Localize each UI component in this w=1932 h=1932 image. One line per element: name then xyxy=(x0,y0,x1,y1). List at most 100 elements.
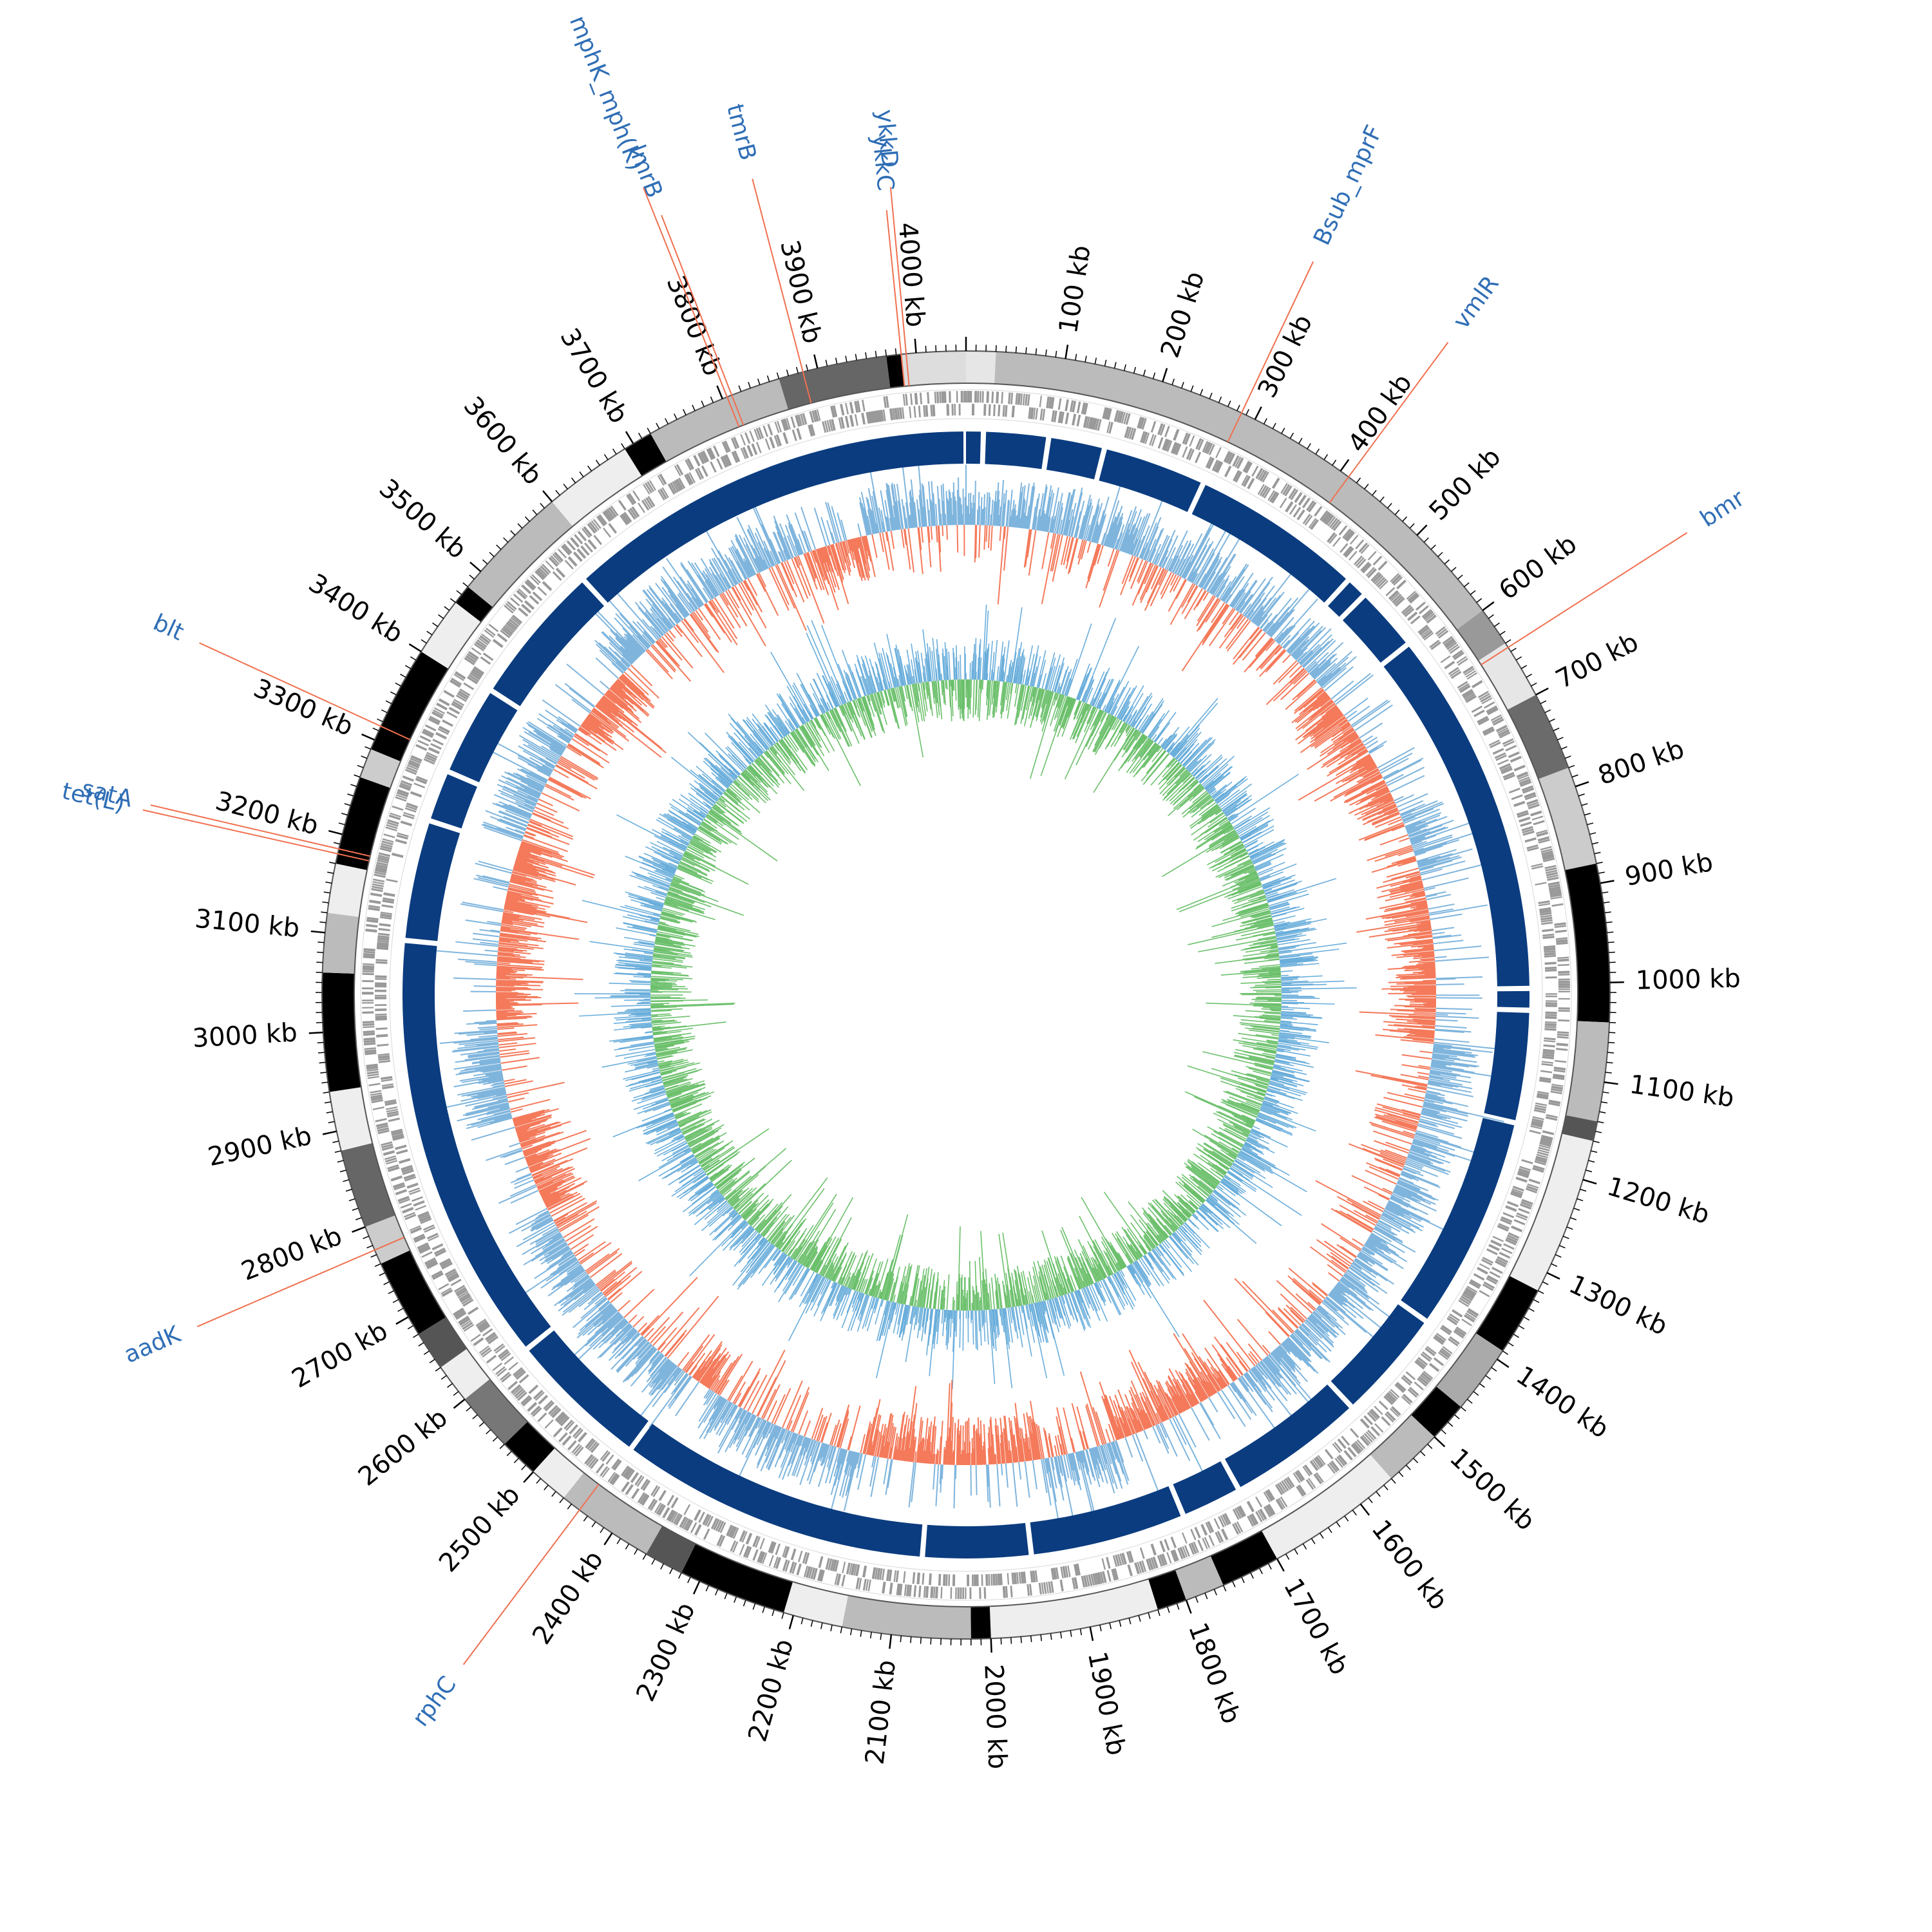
gc-skew-bar xyxy=(1206,775,1223,791)
gc-skew-bar xyxy=(1280,957,1318,963)
gc-skew-bar xyxy=(1074,701,1082,720)
gc-skew-bar xyxy=(1130,1222,1151,1251)
gc-content-bar xyxy=(1380,757,1409,774)
gc-skew-bar xyxy=(629,875,669,890)
gc-skew-bar xyxy=(1147,713,1166,738)
gc-skew-bar xyxy=(1197,1186,1210,1197)
gc-skew-bar xyxy=(1127,1265,1145,1295)
gc-skew-bar xyxy=(1093,727,1135,793)
gc-skew-bar xyxy=(1234,892,1265,904)
gc-content-bar xyxy=(1350,699,1388,726)
gc-skew-bar xyxy=(1217,1145,1237,1158)
gc-skew-bar xyxy=(1269,904,1290,911)
gc-skew-bar xyxy=(1245,1073,1270,1081)
gc-skew-bar xyxy=(1238,876,1260,887)
gc-skew-bar xyxy=(1097,1281,1102,1289)
gc-content-bar xyxy=(1368,740,1387,753)
gc-skew-bar xyxy=(1070,1274,1077,1291)
gc-skew-bar xyxy=(650,1013,671,1016)
gc-skew-bar xyxy=(1052,665,1061,692)
gc-skew-bar xyxy=(1173,1194,1195,1214)
gc-skew-bar xyxy=(976,1310,978,1350)
gc-skew-bar xyxy=(1011,1307,1016,1332)
gc-skew-bar xyxy=(1198,1207,1218,1226)
gc-skew-bar xyxy=(1124,730,1139,752)
gc-skew-bar xyxy=(1099,679,1115,710)
gc-skew-bar xyxy=(1279,953,1313,958)
gc-skew-bar xyxy=(1197,756,1223,781)
gc-skew-bar xyxy=(1148,743,1158,755)
gc-skew-bar xyxy=(1189,1201,1198,1210)
gc-skew-bar xyxy=(1278,1039,1289,1043)
gc-skew-bar xyxy=(1187,1065,1267,1092)
gc-skew-bar xyxy=(1172,781,1199,806)
gc-skew-bar xyxy=(1056,1258,1070,1294)
gc-skew-bar xyxy=(1189,792,1209,810)
gc-skew-bar xyxy=(1229,851,1248,862)
gc-skew-bar xyxy=(1259,875,1271,880)
gc-skew-bar xyxy=(1264,1098,1278,1104)
gc-skew-bar xyxy=(1192,1128,1238,1157)
gc-skew-bar xyxy=(1090,1245,1107,1278)
gc-skew-bar xyxy=(1271,906,1300,915)
gc-content-bar xyxy=(1434,945,1482,952)
gc-skew-bar xyxy=(1264,1097,1294,1109)
gc-skew-bar xyxy=(1055,1277,1063,1296)
gc-skew-bar xyxy=(1171,1234,1199,1266)
gc-skew-bar xyxy=(1060,1295,1072,1327)
gc-skew-bar xyxy=(1141,1207,1168,1238)
gc-skew-bar xyxy=(1154,1198,1181,1227)
gc-skew-bar xyxy=(1137,714,1149,731)
gc-skew-bar xyxy=(1099,717,1117,749)
gc-skew-bar xyxy=(1253,914,1272,921)
gc-skew-bar xyxy=(989,1309,996,1384)
gc-skew-bar xyxy=(1240,908,1270,918)
gc-skew-bar xyxy=(1055,1261,1068,1294)
gc-skew-bar xyxy=(1211,781,1233,799)
gc-skew-bar xyxy=(1048,665,1056,691)
gc-skew-bar xyxy=(1212,791,1222,799)
gc-skew-bar xyxy=(1146,1226,1161,1244)
gc-skew-bar xyxy=(1280,963,1298,966)
gc-skew-bar xyxy=(1054,671,1061,692)
gc-skew-bar xyxy=(1101,1236,1121,1271)
gc-skew-bar xyxy=(1045,1293,1048,1300)
gc-skew-bar xyxy=(1166,766,1184,785)
gc-skew-bar xyxy=(1096,1282,1106,1302)
gc-skew-bar xyxy=(1233,815,1253,828)
gc-skew-bar xyxy=(992,1309,997,1351)
gc-skew-bar xyxy=(1164,733,1178,750)
gc-skew-bar xyxy=(1212,1150,1233,1164)
gc-skew-bar xyxy=(1274,1059,1314,1068)
gc-skew-bar xyxy=(1067,698,1075,718)
gc-skew-bar xyxy=(1018,655,1025,685)
gc-skew-bar xyxy=(1188,1218,1200,1230)
gc-skew-bar xyxy=(1143,1255,1153,1269)
gc-skew-bar xyxy=(1112,1274,1129,1305)
gc-skew-bar xyxy=(1032,1267,1042,1302)
gc-skew-bar xyxy=(1166,764,1182,781)
gc-content-bar xyxy=(1435,956,1490,962)
gc-skew-bar xyxy=(1198,802,1217,816)
gc-content-bar xyxy=(1429,904,1488,916)
gc-skew-bar xyxy=(1058,669,1067,694)
gc-skew-bar xyxy=(1118,701,1130,719)
gc-skew-bar xyxy=(1046,1300,1054,1324)
gc-skew-bar xyxy=(1151,745,1160,757)
gc-skew-bar xyxy=(1177,786,1204,811)
gc-skew-bar xyxy=(1206,775,1224,791)
gc-skew-bar xyxy=(1240,928,1275,936)
gc-skew-bar xyxy=(1103,1191,1148,1254)
gc-skew-bar xyxy=(1281,975,1323,979)
gc-skew-bar xyxy=(1060,1229,1084,1288)
gc-skew-bar xyxy=(1009,661,1014,683)
gc-skew-bar xyxy=(1173,1232,1182,1242)
gc-skew-bar xyxy=(1250,892,1265,898)
gc-skew-bar xyxy=(1036,650,1046,688)
gc-content-bar xyxy=(1432,931,1445,935)
gc-skew-bar xyxy=(1196,795,1211,808)
gc-skew-bar xyxy=(1186,779,1198,790)
gc-skew-bar xyxy=(1271,1034,1280,1036)
gc-skew-bar xyxy=(652,1067,659,1070)
gc-content-bar xyxy=(1340,1245,1357,1258)
